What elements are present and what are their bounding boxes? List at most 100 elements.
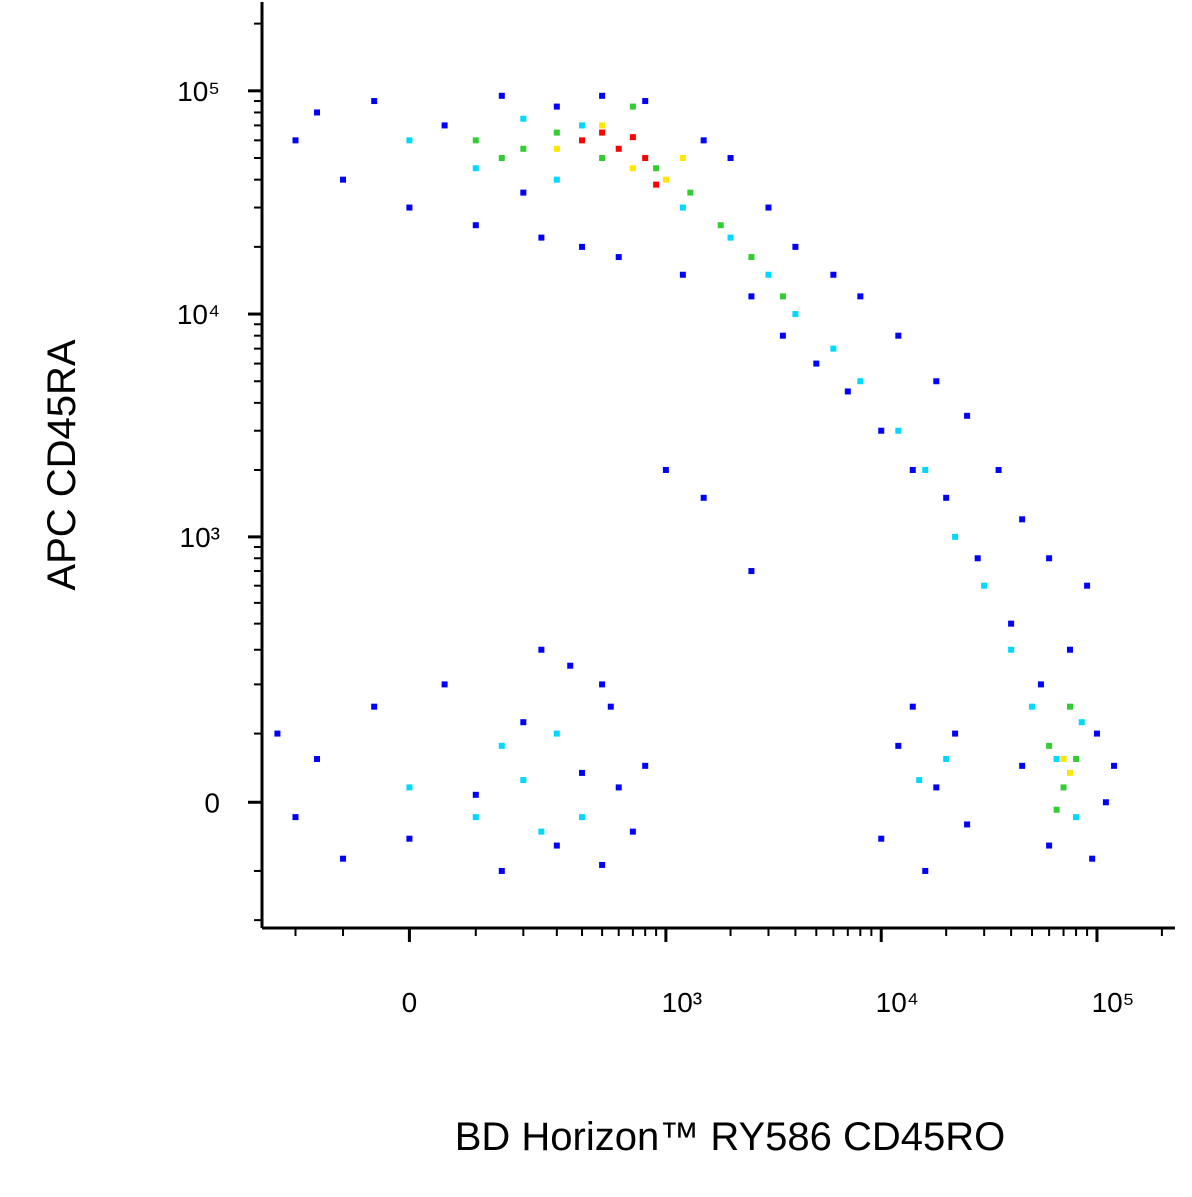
point — [567, 662, 574, 669]
point — [472, 791, 479, 798]
point — [472, 222, 479, 229]
point — [964, 821, 971, 828]
point — [813, 360, 820, 367]
point — [520, 115, 527, 122]
point — [520, 777, 527, 784]
point — [995, 466, 1002, 473]
point — [642, 762, 649, 769]
point — [909, 703, 916, 710]
point — [700, 494, 707, 501]
x-tick-label: 10⁵ — [1092, 987, 1135, 1018]
point — [406, 835, 413, 842]
point — [615, 784, 622, 791]
point — [679, 155, 686, 162]
point — [553, 103, 560, 110]
point — [1089, 855, 1096, 862]
point — [520, 145, 527, 152]
point — [727, 234, 734, 241]
point — [857, 378, 864, 385]
y-tick-label: 10⁴ — [177, 299, 220, 330]
point — [878, 427, 885, 434]
x-tick-label: 10⁴ — [876, 987, 919, 1018]
point — [1029, 703, 1036, 710]
point — [1053, 806, 1060, 813]
point — [933, 784, 940, 791]
point — [406, 784, 413, 791]
point — [844, 388, 851, 395]
point — [922, 466, 929, 473]
point — [792, 243, 799, 250]
point — [974, 555, 981, 562]
point — [1084, 582, 1091, 589]
point — [371, 703, 378, 710]
point — [498, 742, 505, 749]
point — [1037, 681, 1044, 688]
point — [553, 129, 560, 136]
x-tick-label: 10³ — [662, 987, 702, 1018]
point — [629, 103, 636, 110]
point — [687, 189, 694, 196]
point — [599, 129, 606, 136]
point — [1008, 646, 1015, 653]
point — [441, 681, 448, 688]
point — [472, 165, 479, 172]
point — [909, 466, 916, 473]
point — [538, 828, 545, 835]
point — [662, 176, 669, 183]
point — [748, 293, 755, 300]
point — [406, 137, 413, 144]
point — [1019, 516, 1026, 523]
point — [857, 293, 864, 300]
point — [629, 165, 636, 172]
point — [520, 189, 527, 196]
point — [1067, 646, 1074, 653]
point — [615, 254, 622, 261]
point — [1008, 620, 1015, 627]
point — [765, 204, 772, 211]
point — [943, 494, 950, 501]
point — [579, 814, 586, 821]
point — [615, 145, 622, 152]
point — [1111, 762, 1118, 769]
y-tick-label: 10⁵ — [177, 76, 220, 107]
point — [314, 109, 321, 116]
point — [952, 730, 959, 737]
point — [579, 122, 586, 129]
x-axis-title: BD Horizon™ RY586 CD45RO — [455, 1115, 1006, 1159]
point — [340, 176, 347, 183]
point — [653, 181, 660, 188]
point — [579, 243, 586, 250]
point — [274, 730, 281, 737]
point — [943, 755, 950, 762]
point — [952, 533, 959, 540]
point — [553, 842, 560, 849]
point — [1019, 762, 1026, 769]
point — [964, 412, 971, 419]
point — [1060, 755, 1067, 762]
point — [579, 137, 586, 144]
point — [599, 155, 606, 162]
point — [579, 769, 586, 776]
point — [1073, 814, 1080, 821]
point — [520, 719, 527, 726]
point — [748, 254, 755, 261]
point — [1046, 555, 1053, 562]
point — [679, 271, 686, 278]
point — [553, 145, 560, 152]
y-tick-label: 10³ — [180, 522, 220, 553]
point — [765, 271, 772, 278]
point — [599, 861, 606, 868]
point — [895, 332, 902, 339]
point — [607, 703, 614, 710]
point — [599, 92, 606, 99]
point — [830, 345, 837, 352]
point — [922, 867, 929, 874]
point — [1067, 769, 1074, 776]
point — [599, 681, 606, 688]
point — [700, 137, 707, 144]
point — [779, 332, 786, 339]
point — [642, 155, 649, 162]
point — [1053, 755, 1060, 762]
point — [340, 855, 347, 862]
